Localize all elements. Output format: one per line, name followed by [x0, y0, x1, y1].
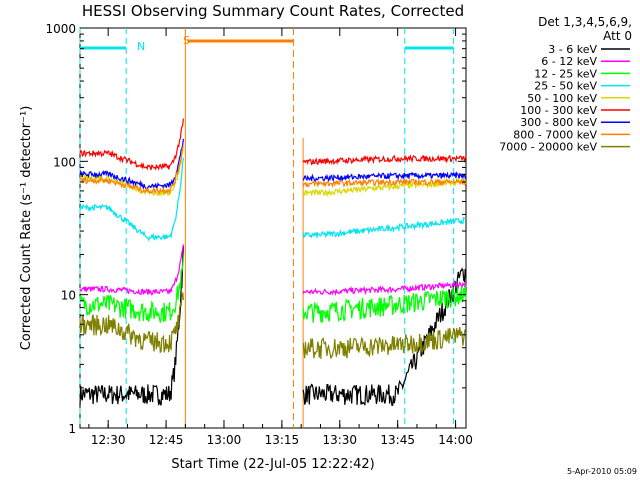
- x-tick-label-1: 12:45: [149, 433, 184, 447]
- saa-annotation-label: S: [183, 34, 190, 47]
- series-line-3: [79, 157, 467, 242]
- y-tick-label-3: 1000: [45, 22, 76, 36]
- legend-label-8: 7000 - 20000 keV: [499, 141, 597, 154]
- legend-label-0: 3 - 6 keV: [548, 43, 597, 56]
- y-tick-label-0: 1: [68, 422, 76, 436]
- legend-label-1: 6 - 12 keV: [541, 55, 597, 68]
- legend-label-7: 800 - 7000 keV: [513, 128, 597, 141]
- night-annotation-label: N: [137, 40, 145, 53]
- series-line-2: [79, 257, 467, 323]
- x-tick-label-3: 13:15: [265, 433, 300, 447]
- y-axis-label: Corrected Count Rate (s⁻¹ detector⁻¹): [19, 106, 34, 351]
- axis-layer: 12:30 12:45 13:00 13:15 13:30 13:45 14:00 1 10 10…: [45, 22, 472, 447]
- y-tick-label-1: 10: [61, 289, 76, 303]
- x-tick-label-5: 13:45: [380, 433, 415, 447]
- legend-header-1: Det 1,3,4,5,6,9,: [538, 15, 632, 29]
- legend-label-4: 50 - 100 keV: [527, 92, 597, 105]
- series-line-7: [79, 145, 467, 195]
- legend-header-2: Att 0: [603, 29, 632, 43]
- footer-date: 5-Apr-2010 05:09: [567, 467, 637, 476]
- legend-label-3: 25 - 50 keV: [534, 80, 597, 93]
- series-line-0: [79, 245, 467, 406]
- series-line-1: [79, 244, 467, 297]
- legend-label-5: 100 - 300 keV: [520, 104, 597, 117]
- x-tick-label-6: 14:00: [438, 433, 473, 447]
- series-layer: [79, 118, 467, 406]
- x-tick-label-2: 13:00: [207, 433, 242, 447]
- series-line-5: [79, 118, 467, 171]
- chart-title: HESSI Observing Summary Count Rates, Cor…: [82, 2, 464, 20]
- y-tick-label-2: 100: [53, 155, 76, 169]
- x-axis-label: Start Time (22-Jul-05 12:22:42): [171, 457, 374, 472]
- annotation-layer: [79, 28, 455, 428]
- legend-label-2: 12 - 25 keV: [534, 67, 597, 80]
- series-line-6: [79, 138, 467, 191]
- x-tick-label-0: 12:30: [91, 433, 126, 447]
- series-line-8: [79, 292, 467, 359]
- legend-label-6: 300 - 800 keV: [520, 116, 597, 129]
- x-tick-label-4: 13:30: [322, 433, 357, 447]
